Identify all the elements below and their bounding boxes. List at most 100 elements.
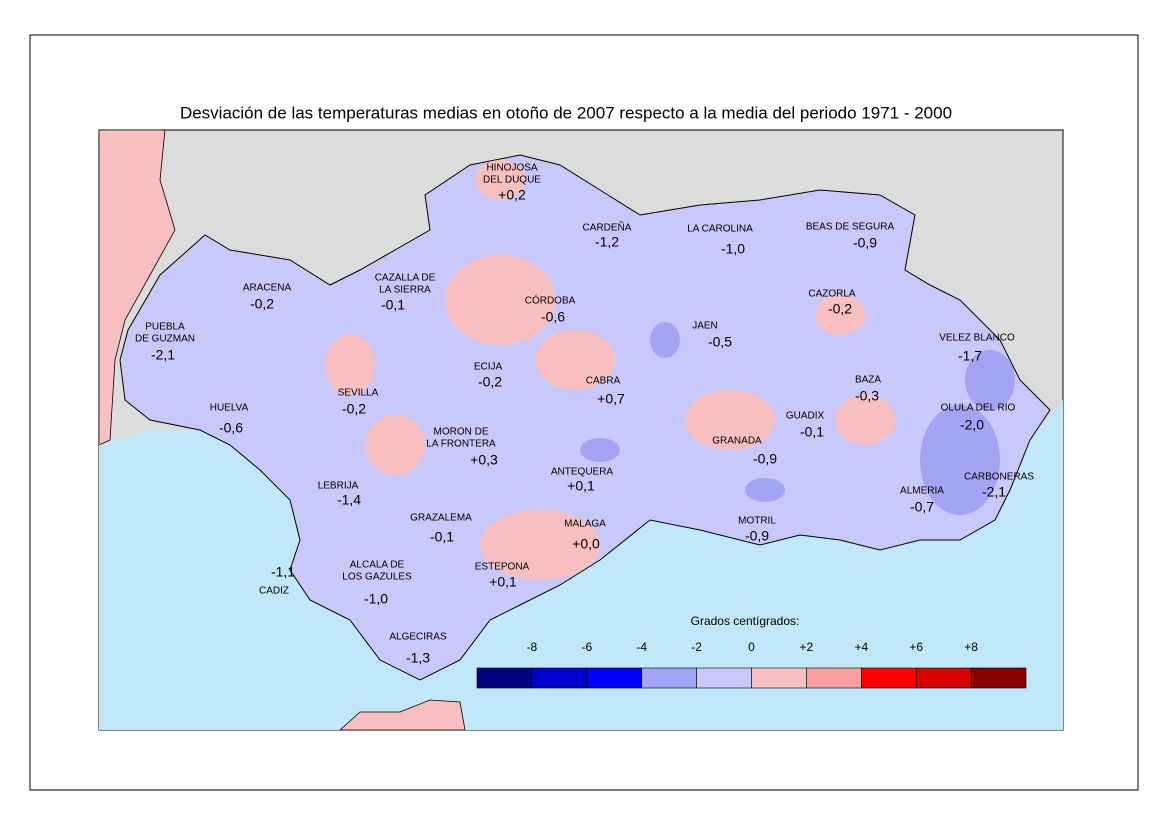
legend-label: -4: [636, 640, 647, 654]
patch: [965, 350, 1015, 410]
station-name: HUELVA: [210, 403, 249, 414]
andalusia: [119, 154, 1051, 681]
station-value: +0,1: [489, 574, 517, 590]
station-value: +0,0: [572, 536, 600, 552]
station-name: GUADIX: [786, 411, 825, 422]
station-value: -1,0: [721, 241, 745, 257]
legend-label: -8: [527, 640, 538, 654]
station-value: -0,1: [800, 424, 824, 440]
station-name: HINOJOSA: [486, 163, 537, 174]
station-value: -0,9: [745, 528, 769, 544]
legend-label: +2: [800, 640, 814, 654]
station-name: LA FRONTERA: [426, 439, 496, 450]
station-name: CAZALLA DE: [375, 273, 436, 284]
legend-title: Grados centígrados:: [691, 614, 800, 628]
station-name: CAZORLA: [808, 289, 856, 300]
patch: [480, 510, 600, 580]
station-name: ARACENA: [243, 283, 292, 294]
station-value: -1,7: [958, 348, 982, 364]
station-name: GRANADA: [712, 436, 762, 447]
patch: [365, 415, 425, 475]
patch: [445, 255, 555, 345]
station-value: -0,3: [855, 388, 879, 404]
legend-swatch: [751, 667, 807, 689]
legend-swatch: [641, 667, 697, 689]
legend-swatch: [586, 667, 642, 689]
legend-swatch: [476, 667, 533, 689]
station-value: +0,7: [597, 391, 625, 407]
morocco: [338, 699, 466, 731]
station-name: LOS GAZULES: [342, 572, 412, 583]
station-value: -0,1: [381, 297, 405, 313]
legend: Grados centígrados: -8 -6 -4 -2 0 +2 +4 +6 +8: [476, 614, 1027, 689]
station-name: CÓRDOBA: [525, 294, 576, 307]
station-name: BAZA: [855, 375, 881, 386]
station-value: -0,6: [541, 309, 565, 325]
station-name: SEVILLA: [338, 388, 379, 399]
station-value: -0,2: [250, 296, 274, 312]
station-name: MALAGA: [564, 519, 606, 530]
station-name: LEBRIJA: [318, 481, 359, 492]
legend-label: +4: [854, 640, 868, 654]
legend-label: -2: [691, 640, 702, 654]
station-name: MOTRIL: [738, 516, 776, 527]
station-value: -0,9: [853, 235, 877, 251]
legend-swatch: [860, 667, 917, 689]
legend-swatch: [696, 667, 752, 689]
warm-patches: [325, 160, 895, 580]
station-value: -0,2: [828, 301, 852, 317]
station-name: MORON DE: [434, 427, 489, 438]
legend-label: -6: [581, 640, 592, 654]
station-name: PUEBLA: [145, 322, 185, 333]
cool-patches: [580, 322, 1015, 515]
title: Desviación de las temperaturas medias en…: [180, 103, 952, 122]
station-name: ESTEPONA: [475, 562, 530, 573]
patch: [835, 395, 895, 445]
station-name: LA CAROLINA: [687, 224, 753, 235]
station-value: +0,2: [498, 187, 526, 203]
station-value: -0,2: [478, 374, 502, 390]
legend-swatch: [915, 667, 972, 689]
station-value: -2,1: [982, 484, 1006, 500]
patch: [685, 390, 775, 450]
patch: [650, 322, 680, 358]
patch: [325, 335, 375, 395]
station-name: ALGECIRAS: [389, 632, 447, 643]
station-name: CADIZ: [259, 586, 289, 597]
station-value: -0,1: [430, 529, 454, 545]
legend-swatch: [531, 667, 588, 689]
station-value: -2,0: [960, 417, 984, 433]
station-name: ALCALA DE: [350, 560, 405, 571]
station-value: +0,3: [470, 452, 498, 468]
patch: [475, 160, 525, 200]
station-name: CARDEÑA: [583, 221, 632, 234]
station-name: JAEN: [692, 321, 718, 332]
patch: [815, 295, 865, 335]
station-value: +0,1: [567, 478, 595, 494]
station-value: -1,0: [364, 591, 388, 607]
legend-label: +8: [964, 640, 978, 654]
station-value: -1,1: [271, 564, 295, 580]
station-value: -1,4: [337, 492, 361, 508]
station-name: OLULA DEL RIO: [941, 403, 1016, 414]
station-value: -0,2: [342, 401, 366, 417]
station-name: DE GUZMAN: [135, 334, 195, 345]
station-name: CABRA: [586, 376, 621, 387]
legend-label: +6: [909, 640, 923, 654]
patch: [580, 438, 620, 462]
sea: [99, 400, 1063, 730]
patch: [535, 330, 615, 390]
patch: [745, 478, 785, 502]
station-name: BEAS DE SEGURA: [806, 222, 895, 233]
station-value: -1,2: [595, 234, 619, 250]
legend-swatch: [806, 667, 862, 689]
station-name: LA SIERRA: [379, 285, 431, 296]
station-name: CARBONERAS: [964, 472, 1034, 483]
station-name: VELEZ BLANCO: [939, 333, 1015, 344]
station-name: DEL DUQUE: [483, 175, 541, 186]
station-value: -0,7: [910, 499, 934, 515]
portugal: [98, 129, 176, 446]
map-area: [98, 129, 1064, 731]
